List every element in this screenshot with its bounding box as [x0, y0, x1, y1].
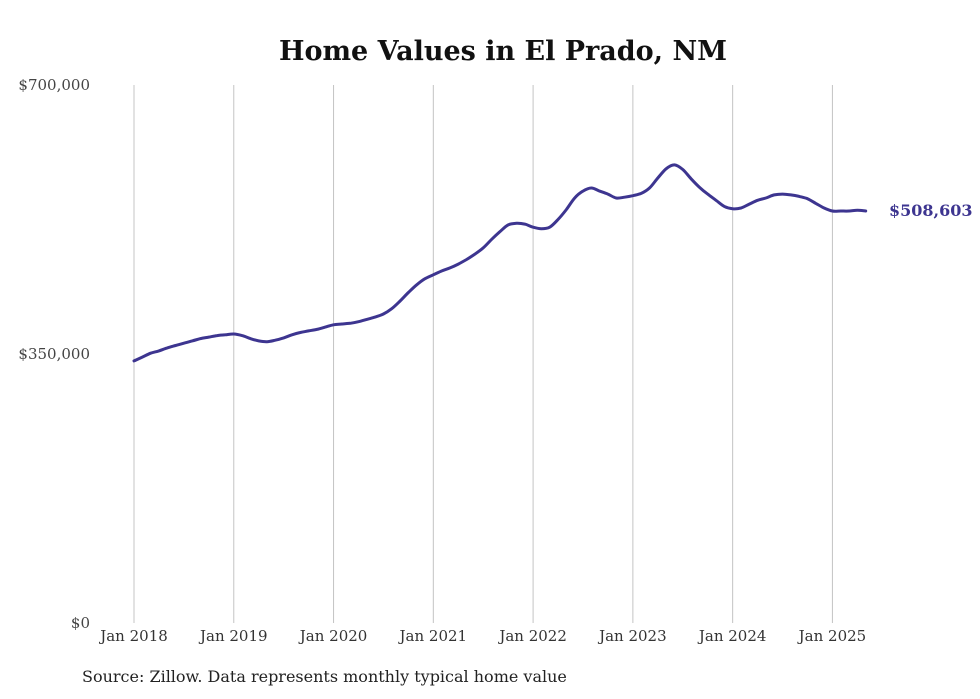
source-note: Source: Zillow. Data represents monthly …	[82, 667, 567, 686]
end-value-label: $508,603	[889, 201, 973, 220]
chart-title: Home Values in El Prado, NM	[279, 36, 727, 67]
gridlines	[133, 85, 833, 623]
y-tick-label: $0	[71, 614, 90, 632]
series-line	[132, 163, 868, 363]
x-axis-ticks: Jan 2018 Jan 2019 Jan 2020 Jan 2021 Jan 2022…	[98, 627, 866, 645]
x-tick-label: Jan 2022	[497, 627, 567, 645]
x-tick-label: Jan 2025	[797, 627, 867, 645]
series	[132, 163, 868, 363]
x-tick-label: Jan 2018	[98, 627, 168, 645]
x-tick-label: Jan 2019	[198, 627, 268, 645]
x-tick-label: Jan 2024	[697, 627, 767, 645]
y-axis-ticks: $0 $350,000 $700,000	[18, 76, 90, 632]
x-tick-label: Jan 2023	[597, 627, 667, 645]
y-tick-label: $700,000	[18, 76, 90, 94]
y-tick-label: $350,000	[18, 345, 90, 363]
x-tick-label: Jan 2021	[398, 627, 468, 645]
x-tick-label: Jan 2020	[298, 627, 368, 645]
